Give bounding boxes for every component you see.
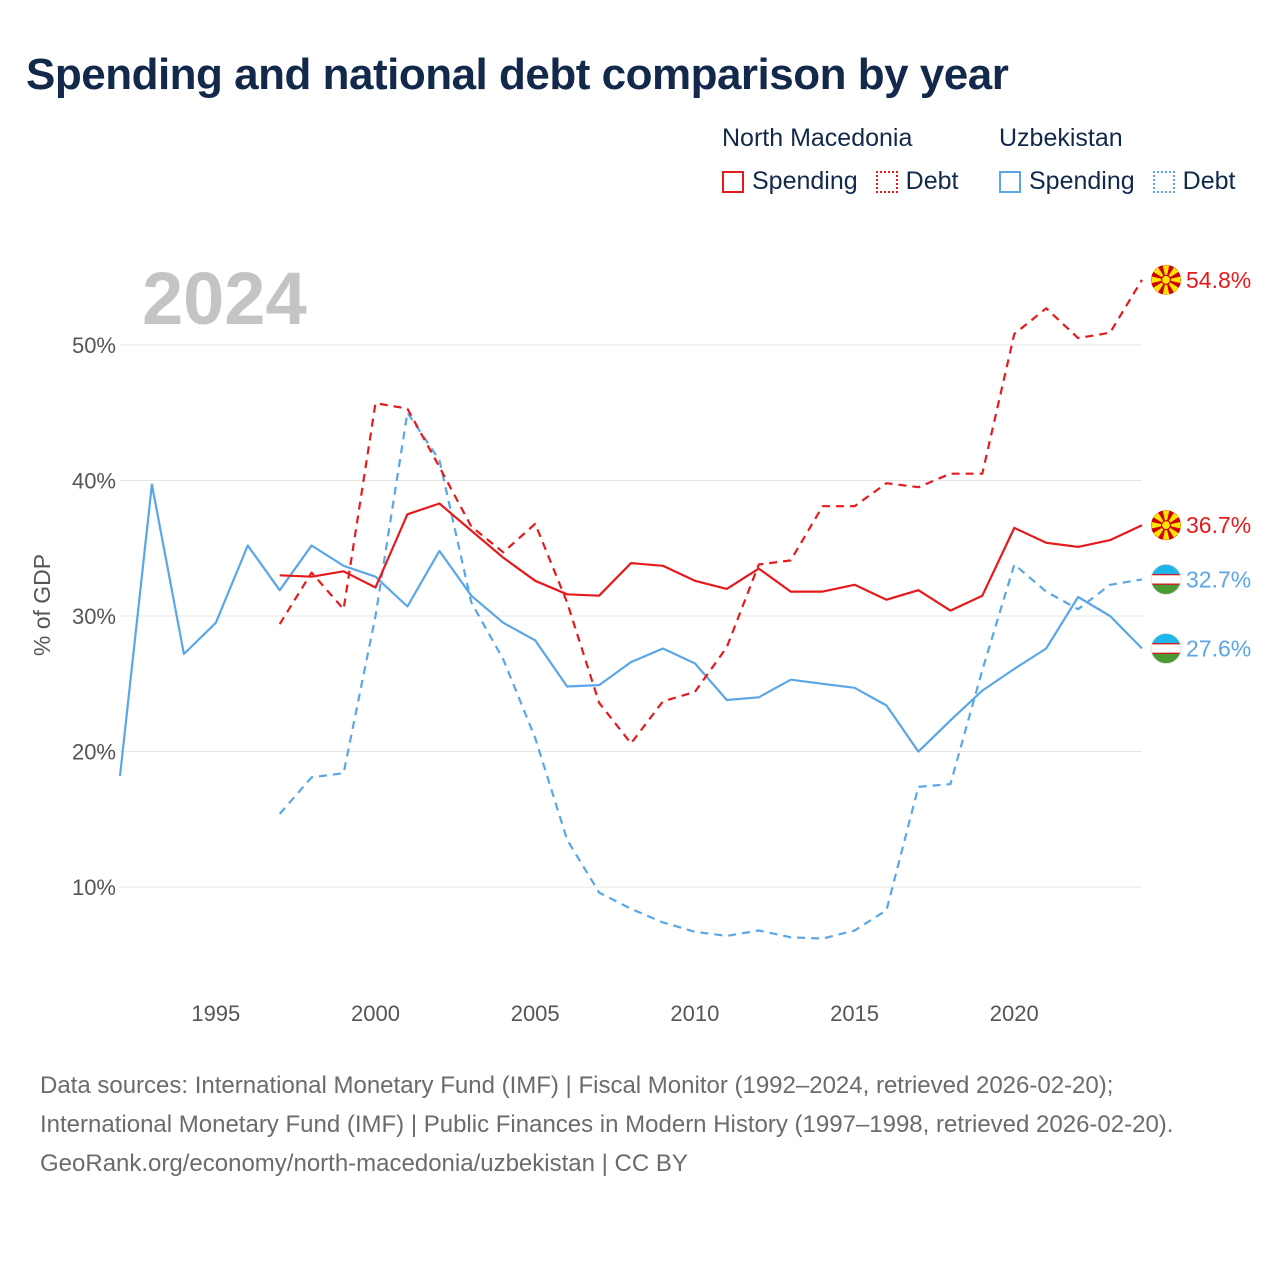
y-axis-title: % of GDP bbox=[29, 554, 55, 656]
series-line-north-macedonia-debt[interactable] bbox=[278, 279, 1143, 745]
y-tick-label: 10% bbox=[72, 875, 116, 900]
data-sources-note: Data sources: International Monetary Fun… bbox=[40, 1072, 1174, 1138]
solid-line-swatch-icon bbox=[722, 170, 744, 193]
chart-title: Spending and national debt comparison by… bbox=[26, 50, 1009, 99]
solid-line-swatch-icon bbox=[999, 170, 1021, 193]
series-end-value-label: 27.6% bbox=[1186, 636, 1251, 662]
legend-item-label: Debt bbox=[905, 167, 959, 195]
north-macedonia-flag-icon bbox=[1151, 510, 1181, 541]
legend-item-uzbekistan-spending[interactable]: Spending bbox=[999, 167, 1135, 196]
line-chart: 2024 10% 20% 30% 40% 50% 1995 2000 2005 2010 2015… bbox=[29, 257, 1251, 1026]
attribution-link[interactable]: GeoRank.org/economy/north-macedonia/uzbe… bbox=[40, 1150, 688, 1177]
x-tick-label: 2020 bbox=[990, 1001, 1039, 1026]
legend-group-uzbekistan: Uzbekistan Spending Debt bbox=[999, 124, 1253, 196]
y-tick-label: 20% bbox=[72, 740, 116, 765]
legend-country-label: Uzbekistan bbox=[999, 124, 1123, 152]
dotted-line-swatch-icon bbox=[875, 170, 898, 193]
legend-item-label: Debt bbox=[1182, 167, 1236, 195]
x-tick-label: 2005 bbox=[511, 1001, 560, 1026]
legend-group-north-macedonia: North Macedonia Spending Debt bbox=[722, 124, 976, 196]
dotted-line-swatch-icon bbox=[1152, 170, 1175, 193]
x-tick-label: 2000 bbox=[351, 1001, 400, 1026]
legend-item-north-macedonia-debt[interactable]: Debt bbox=[875, 167, 959, 196]
legend-item-uzbekistan-debt[interactable]: Debt bbox=[1152, 167, 1236, 196]
series-line-uzbekistan-debt[interactable] bbox=[278, 411, 1143, 940]
legend-country-label: North Macedonia bbox=[722, 124, 913, 152]
y-tick-label: 30% bbox=[72, 604, 116, 629]
series-line-uzbekistan-spending[interactable] bbox=[118, 483, 1143, 777]
x-tick-label: 2015 bbox=[830, 1001, 879, 1026]
series-line-north-macedonia-spending[interactable] bbox=[279, 502, 1143, 612]
x-tick-label: 2010 bbox=[670, 1001, 719, 1026]
y-tick-label: 50% bbox=[72, 333, 116, 358]
series-end-value-label: 32.7% bbox=[1186, 566, 1251, 592]
north-macedonia-flag-icon bbox=[1151, 264, 1181, 295]
series-end-value-label: 54.8% bbox=[1186, 267, 1251, 293]
footer: Data sources: International Monetary Fun… bbox=[40, 1066, 1240, 1183]
legend-item-north-macedonia-spending[interactable]: Spending bbox=[722, 167, 858, 196]
year-watermark-label: 2024 bbox=[142, 257, 307, 340]
series-end-value-label: 36.7% bbox=[1186, 512, 1251, 538]
legend-item-label: Spending bbox=[752, 167, 858, 195]
y-tick-label: 40% bbox=[72, 468, 116, 493]
legend-item-label: Spending bbox=[1029, 167, 1135, 195]
x-tick-label: 1995 bbox=[191, 1001, 240, 1026]
uzbekistan-flag-icon bbox=[1150, 564, 1182, 595]
uzbekistan-flag-icon bbox=[1150, 633, 1182, 664]
